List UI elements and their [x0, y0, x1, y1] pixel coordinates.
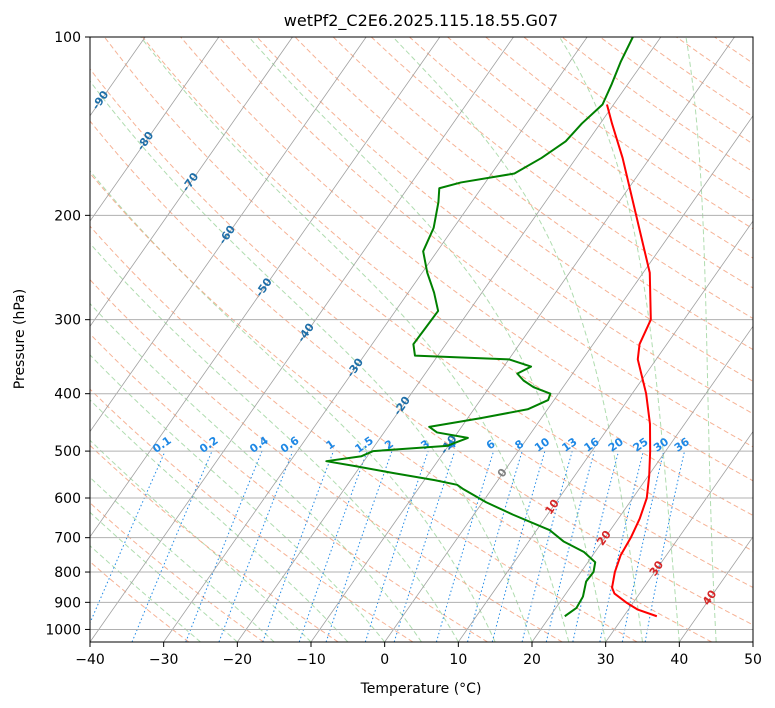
mixing-ratio-line [572, 450, 620, 642]
y-tick-label: 400 [54, 387, 81, 403]
x-tick-label: 50 [744, 652, 762, 668]
mixing-ratio-lines [90, 450, 686, 642]
isotherm-line [237, 37, 662, 642]
moist-adiabat-line [90, 399, 349, 642]
plot-frame [89, 36, 754, 643]
y-tick-label: 1000 [45, 622, 81, 638]
sounding-profiles [325, 37, 658, 618]
dry-adiabat-line [90, 278, 563, 642]
moist-adiabat-line [90, 354, 386, 642]
y-axis: 1000 900 800 700 600 500 400 300 200 100 [45, 30, 90, 638]
moist-adiabat-line [559, 37, 680, 642]
x-axis: −40 −30 −20 −10 0 10 20 30 40 50 [75, 642, 762, 668]
dry-adiabat-line [90, 120, 753, 626]
dry-adiabat-line [332, 37, 753, 351]
dry-adiabat-line [180, 37, 753, 482]
mixing-ratio-line [545, 450, 595, 642]
mixing-ratio-line [325, 450, 393, 642]
mixing-ratio-line [521, 450, 573, 642]
isotherm-line [90, 37, 441, 538]
isotherm-line [679, 536, 753, 642]
mixing-ratio-line [90, 450, 166, 625]
y-tick-label: 600 [54, 491, 81, 507]
dry-adiabat-line [90, 561, 190, 642]
isotherm-line [90, 37, 293, 327]
x-tick-label: 10 [449, 652, 467, 668]
moist-adiabat-line [685, 37, 717, 642]
moist-adiabat-line [90, 511, 238, 642]
x-tick-label: −30 [149, 652, 179, 668]
pressure-gridlines [90, 37, 753, 630]
moist-adiabat-line [248, 37, 607, 642]
y-tick-label: 500 [54, 444, 81, 460]
mixing-ratio-line [218, 450, 294, 642]
mixing-ratio-line [131, 450, 213, 642]
dry-adiabats [90, 37, 753, 642]
x-tick-label: −10 [296, 652, 326, 668]
x-tick-label: 0 [380, 652, 389, 668]
dry-adiabat-line [370, 37, 753, 320]
mixing-ratio-line [364, 450, 429, 642]
isotherms [90, 37, 753, 642]
moist-adiabat-line [90, 242, 459, 642]
dry-adiabat-line [218, 37, 753, 448]
temperature-profile-line [605, 104, 658, 618]
mixing-ratio-line [435, 450, 495, 642]
dry-adiabat-line [90, 68, 753, 589]
mixing-ratio-line [262, 450, 334, 642]
y-tick-label: 100 [54, 30, 81, 46]
dry-adiabat-line [90, 172, 712, 642]
isotherm-line [458, 220, 753, 642]
x-tick-label: 30 [597, 652, 615, 668]
isotherm-line [605, 430, 753, 642]
isotherm-line [90, 37, 514, 642]
y-tick-label: 900 [54, 595, 81, 611]
isotherm-line [310, 37, 735, 642]
dry-adiabat-line [104, 37, 753, 552]
isotherm-line [90, 37, 220, 222]
mixing-ratio-line [599, 450, 644, 642]
moist-adiabat-line [90, 545, 201, 642]
x-axis-title: Temperature (°C) [360, 681, 482, 697]
x-tick-label: −40 [75, 652, 105, 668]
moist-adiabat-line [90, 302, 422, 642]
y-tick-label: 800 [54, 565, 81, 581]
moist-adiabat-line [392, 37, 643, 642]
y-tick-label: 200 [54, 208, 81, 224]
dry-adiabat-line [142, 37, 753, 517]
mixing-ratio-line [467, 450, 523, 642]
y-tick-label: 700 [54, 531, 81, 547]
y-axis-title: Pressure (hPa) [12, 289, 28, 389]
moist-adiabat-line [90, 476, 275, 642]
isotherm-line [163, 37, 588, 642]
mixing-ratio-line [185, 450, 263, 642]
x-tick-label: 20 [523, 652, 541, 668]
x-tick-label: 40 [670, 652, 688, 668]
mixing-ratio-line [298, 450, 368, 642]
isotherm-line [531, 325, 753, 642]
isotherm-line [90, 37, 367, 433]
chart-title: wetPf2_C2E6.2025.115.18.55.G07 [284, 11, 558, 31]
dry-adiabat-line [90, 333, 488, 642]
moist-adiabat-line [140, 37, 570, 642]
dry-adiabat-line [294, 37, 753, 382]
isotherm-line [384, 115, 753, 642]
y-tick-label: 300 [54, 313, 81, 329]
dewpoint-profile-line [325, 37, 634, 618]
x-tick-label: −20 [223, 652, 253, 668]
